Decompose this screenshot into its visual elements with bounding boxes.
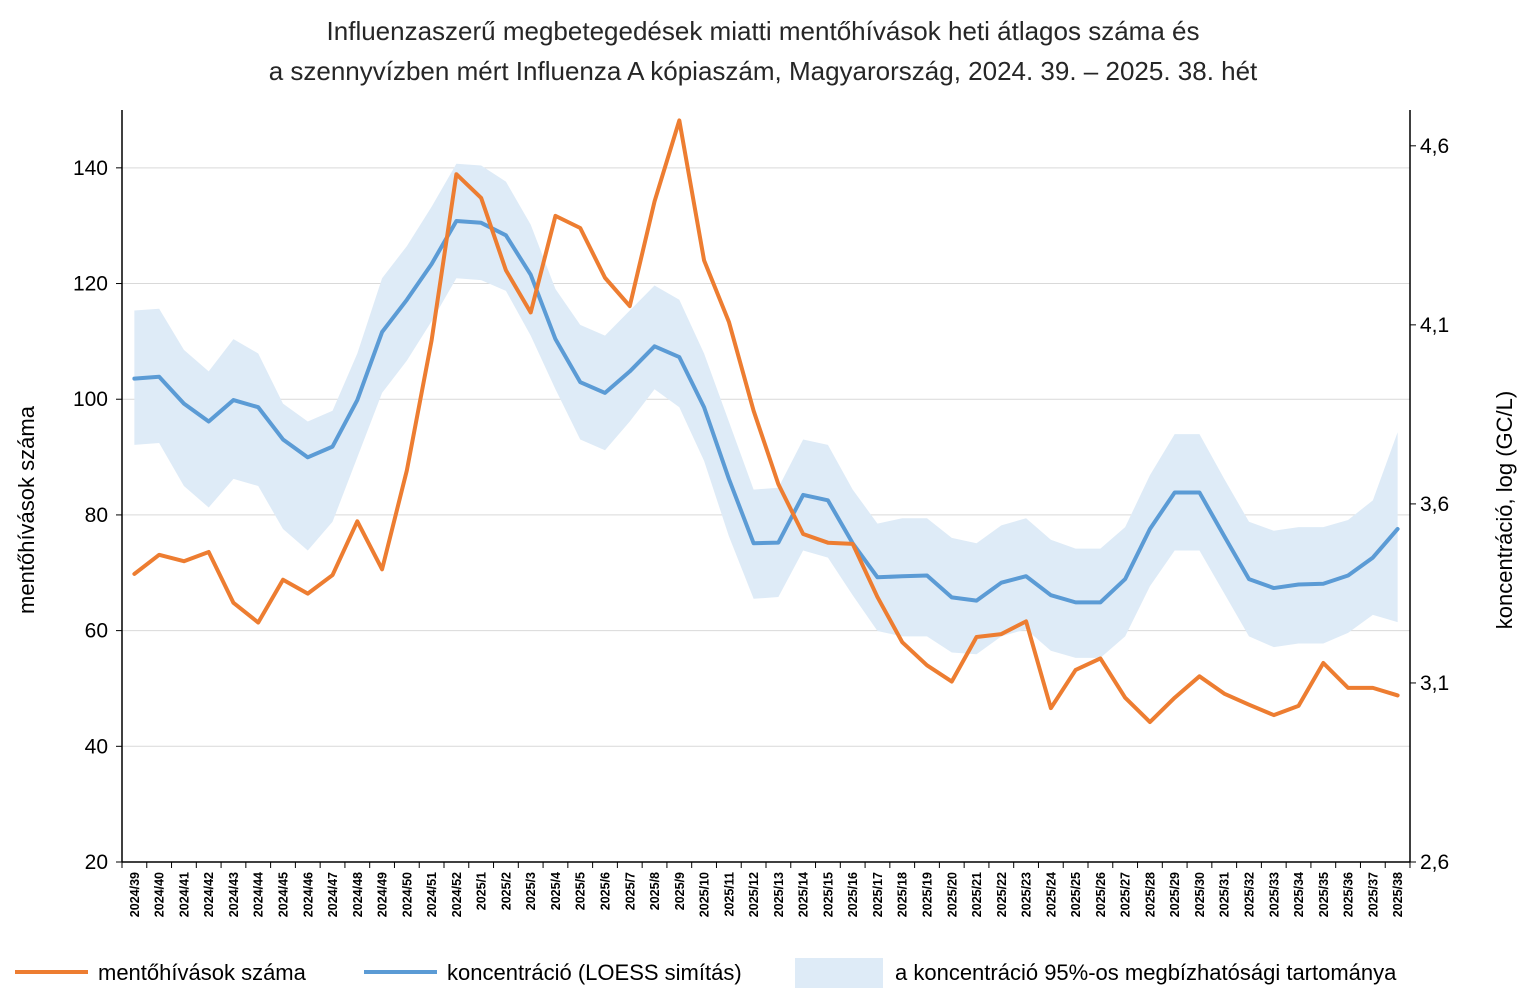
x-tick-label: 2025/30 [1193,872,1207,917]
x-tick-label: 2025/14 [797,872,811,917]
x-tick-label: 2025/36 [1342,872,1356,917]
x-tick-label: 2025/10 [698,872,712,917]
x-tick-label: 2025/34 [1292,872,1306,917]
left-axis-label: mentőhívások száma [14,405,39,614]
x-tick-label: 2025/21 [970,872,984,917]
x-tick-label: 2025/26 [1094,872,1108,917]
x-tick-label: 2024/41 [177,872,191,917]
x-tick-label: 2025/25 [1069,872,1083,917]
x-tick-label: 2024/49 [376,872,390,917]
x-tick-label: 2024/45 [277,872,291,917]
x-tick-label: 2025/37 [1366,872,1380,917]
x-tick-label: 2025/23 [1020,872,1034,917]
chart-title-line-2: a szennyvízben mért Influenza A kópiaszá… [269,56,1258,86]
chart-title: Influenzaszerű megbetegedések miatti men… [269,16,1258,86]
x-tick-label: 2025/16 [846,872,860,917]
confidence-band-layer [134,163,1398,658]
x-tick-label: 2025/35 [1317,872,1331,917]
left-tick-label: 80 [85,504,108,527]
chart-title-line-1: Influenzaszerű megbetegedések miatti men… [327,16,1200,46]
x-tick-label: 2025/3 [524,872,538,910]
x-tick-label: 2025/20 [945,872,959,917]
x-tick-label: 2025/27 [1119,872,1133,917]
x-tick-label: 2025/7 [623,872,637,910]
x-tick-label: 2025/4 [549,872,563,910]
left-tick-label: 140 [73,157,108,180]
right-tick-label: 3,1 [1420,672,1449,695]
x-tick-label: 2025/32 [1243,872,1257,917]
x-tick-label: 2025/29 [1168,872,1182,917]
series-line-koncentracio [132,219,1400,605]
x-tick-label: 2024/46 [301,872,315,917]
x-tick-label: 2025/11 [722,872,736,917]
series-line-mentohivasok [132,118,1400,725]
x-tick-label: 2025/9 [673,872,687,910]
x-tick-label: 2025/13 [772,872,786,917]
x-tick-label: 2025/38 [1391,872,1405,917]
right-tick-label: 3,6 [1420,493,1449,516]
left-tick-label: 20 [85,851,108,874]
x-tick-label: 2025/12 [747,872,761,917]
legend-swatch-confidence-band [795,958,883,988]
x-tick-label: 2024/40 [153,872,167,917]
left-axis-ticks: 20 40 60 80 100 120 140 [73,157,108,874]
x-tick-label: 2025/31 [1218,872,1232,917]
x-tick-label: 2025/5 [574,872,588,910]
x-tick-label: 2024/50 [400,872,414,917]
legend-label-confidence-band: a koncentráció 95%-os megbízhatósági tar… [895,960,1397,985]
right-axis-label: koncentráció, log (GC/L) [1492,391,1517,629]
x-tick-label: 2025/8 [648,872,662,910]
series-layer [132,118,1400,725]
left-tick-label: 40 [85,735,108,758]
x-tick-label: 2024/39 [128,872,142,917]
x-tick-label: 2025/15 [821,872,835,917]
left-tick-label: 120 [73,273,108,296]
x-tick-label: 2025/24 [1044,872,1058,917]
legend-label-koncentracio: koncentráció (LOESS simítás) [447,960,742,985]
right-axis-ticks: 2,6 3,1 3,6 4,1 4,6 [1420,135,1449,874]
x-tick-label: 2024/47 [326,872,340,917]
x-tick-label: 2024/43 [227,872,241,917]
x-tick-label: 2025/2 [499,872,513,910]
x-tick-label: 2025/17 [871,872,885,917]
right-tick-label: 2,6 [1420,851,1449,874]
left-tick-label: 60 [85,620,108,643]
x-tick-label: 2024/48 [351,872,365,917]
x-axis-ticks: 2024/39 2024/40 2024/41 2024/42 2024/43 2024/… [128,872,1405,917]
x-tick-label: 2024/44 [252,872,266,917]
legend-label-mentohivasok: mentőhívások száma [98,960,307,985]
x-tick-label: 2024/52 [450,872,464,917]
x-tick-label: 2025/19 [921,872,935,917]
x-tick-label: 2025/28 [1143,872,1157,917]
right-tick-label: 4,6 [1420,135,1449,158]
confidence-band [134,163,1398,658]
right-tick-label: 4,1 [1420,314,1449,337]
x-tick-label: 2025/33 [1267,872,1281,917]
x-tick-label: 2025/1 [475,872,489,910]
axes [116,110,1416,868]
x-tick-label: 2025/6 [599,872,613,910]
x-tick-label: 2024/42 [202,872,216,917]
x-tick-label: 2025/22 [995,872,1009,917]
left-tick-label: 100 [73,388,108,411]
legend: mentőhívások száma koncentráció (LOESS s… [15,958,1397,988]
x-tick-label: 2024/51 [425,872,439,917]
x-tick-label: 2025/18 [896,872,910,917]
